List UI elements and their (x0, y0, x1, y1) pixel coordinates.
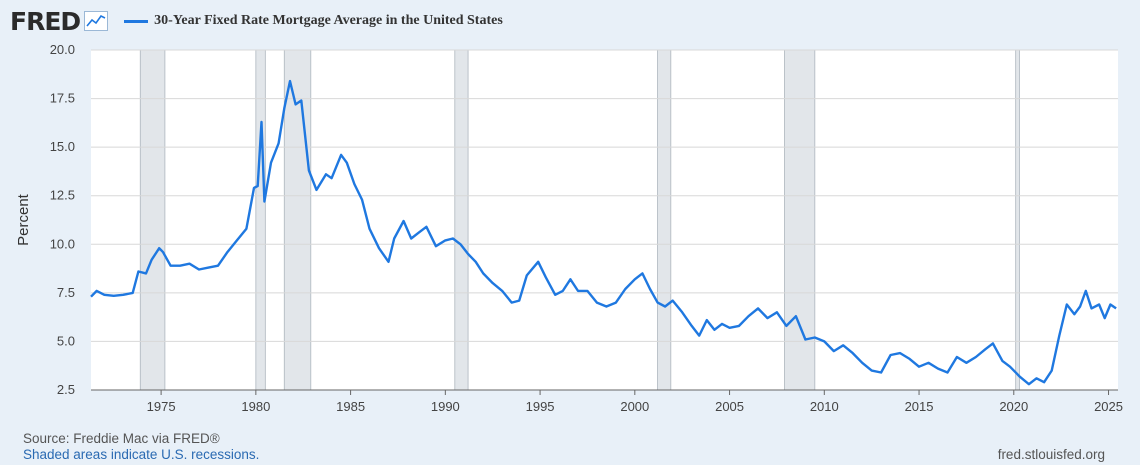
y-tick-label: 12.5 (50, 188, 75, 203)
legend-swatch (124, 19, 149, 23)
x-tick-label: 2015 (905, 399, 934, 414)
x-tick-label: 1980 (241, 399, 270, 414)
y-tick-label: 2.5 (57, 382, 75, 397)
y-tick-label: 5.0 (57, 333, 75, 348)
x-tick-label: 2005 (715, 399, 744, 414)
recession-band (454, 49, 469, 391)
source-text: Source: Freddie Mac via FRED® (23, 431, 220, 446)
recession-band (1015, 49, 1020, 391)
recession-band (657, 49, 672, 391)
series-line (90, 79, 1117, 386)
chart-svg: 2.5 5.0 7.5 10.0 12.5 15.0 17.5 20.0 1975 1980 198… (15, 42, 1123, 414)
plot-area (91, 50, 1118, 390)
y-tick-label: 10.0 (50, 236, 75, 251)
x-tick-label: 1995 (526, 399, 555, 414)
recession-note: Shaded areas indicate U.S. recessions. (23, 447, 260, 462)
recession-band (255, 49, 266, 391)
chart-header: FRED 30-Year Fixed Rate Mortgage Average… (10, 6, 503, 36)
x-tick-label: 2010 (810, 399, 839, 414)
y-tick-label: 17.5 (50, 91, 75, 106)
recession-band (784, 49, 816, 391)
footer-left: Source: Freddie Mac via FRED® Shaded are… (23, 431, 259, 463)
x-tick-label: 1985 (336, 399, 365, 414)
x-tick-label: 2025 (1094, 399, 1123, 414)
y-tick-label: 20.0 (50, 42, 75, 57)
y-tick-label: 7.5 (57, 285, 75, 300)
site-url: fred.stlouisfed.org (997, 447, 1105, 462)
legend: 30-Year Fixed Rate Mortgage Average in t… (124, 13, 503, 29)
x-tick-label: 1990 (431, 399, 460, 414)
y-tick-label: 15.0 (50, 139, 75, 154)
x-tick-label: 2020 (999, 399, 1028, 414)
chart-line-icon (84, 11, 109, 31)
x-tick-label: 2000 (620, 399, 649, 414)
legend-label: 30-Year Fixed Rate Mortgage Average in t… (154, 13, 503, 28)
x-tick-label: 1975 (147, 399, 176, 414)
fred-logo[interactable]: FRED (10, 6, 81, 36)
y-axis-label: Percent (15, 193, 32, 246)
recession-band (283, 49, 312, 391)
recession-band (139, 49, 166, 391)
